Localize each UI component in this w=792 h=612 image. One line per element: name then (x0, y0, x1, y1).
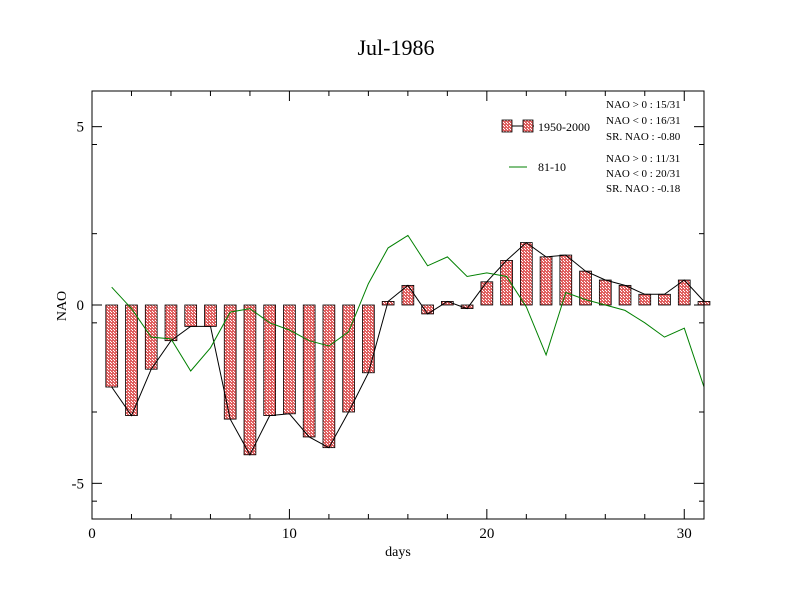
bars-series (105, 242, 711, 456)
bar-day-2 (125, 304, 138, 416)
bar-day-14 (362, 304, 375, 374)
bar-day-26 (598, 279, 612, 306)
y-tick-label--5: -5 (72, 476, 85, 492)
x-tick-label-30: 30 (677, 526, 692, 542)
bar-day-29 (658, 293, 671, 306)
legend-item-81-10: 81-10 (509, 160, 566, 174)
legend-swatch-1950-2000-right (522, 119, 534, 133)
stats-1950-2000-positive: NAO > 0 : 15/31 (606, 99, 681, 111)
stats-81-10-negative: NAO < 0 : 20/31 (606, 168, 681, 180)
stats-81-10-sr: SR. NAO : -0.18 (606, 183, 681, 195)
y-tick-label-0: 0 (77, 298, 85, 314)
stats-block: NAO > 0 : 15/31 NAO < 0 : 16/31 SR. NAO … (606, 99, 681, 195)
line-series-81-10 (111, 234, 705, 388)
line-series-group (111, 234, 705, 456)
stats-1950-2000-sr: SR. NAO : -0.80 (606, 131, 681, 143)
bar-day-10 (283, 304, 296, 415)
x-tick-label-10: 10 (282, 526, 297, 542)
bar-day-23 (539, 256, 553, 306)
bar-day-1 (105, 304, 119, 388)
bar-day-20 (480, 281, 494, 306)
y-tick-label-5: 5 (77, 120, 85, 136)
legend-item-1950-2000: 1950-2000 (501, 119, 590, 134)
bar-day-24 (559, 254, 573, 306)
y-axis-label: NAO (55, 291, 70, 321)
chart-title: Jul-1986 (358, 35, 435, 60)
stats-81-10-positive: NAO > 0 : 11/31 (606, 153, 680, 165)
x-axis-label: days (385, 545, 411, 560)
bar-day-28 (638, 293, 652, 306)
legend-swatch-1950-2000-left (501, 119, 513, 133)
bar-day-27 (618, 284, 632, 306)
legend: 1950-2000 81-10 (501, 119, 590, 174)
bar-day-8 (243, 304, 257, 456)
bar-day-7 (223, 304, 237, 420)
bar-day-4 (164, 304, 178, 342)
bar-day-9 (263, 304, 277, 416)
bar-day-11 (302, 304, 316, 438)
stats-1950-2000-negative: NAO < 0 : 16/31 (606, 115, 681, 127)
legend-label-1950-2000: 1950-2000 (538, 120, 590, 134)
bar-day-6 (204, 304, 217, 327)
x-tick-label-0: 0 (88, 526, 96, 542)
bar-day-22 (520, 242, 533, 306)
axis-ticks: 0 10 20 30 -5 0 5 (72, 91, 704, 542)
legend-label-81-10: 81-10 (538, 160, 566, 174)
bar-day-17 (421, 304, 434, 315)
bar-day-5 (184, 304, 198, 327)
line-series-1950-2000 (111, 241, 705, 456)
x-tick-label-20: 20 (479, 526, 494, 542)
bar-day-12 (322, 304, 336, 449)
